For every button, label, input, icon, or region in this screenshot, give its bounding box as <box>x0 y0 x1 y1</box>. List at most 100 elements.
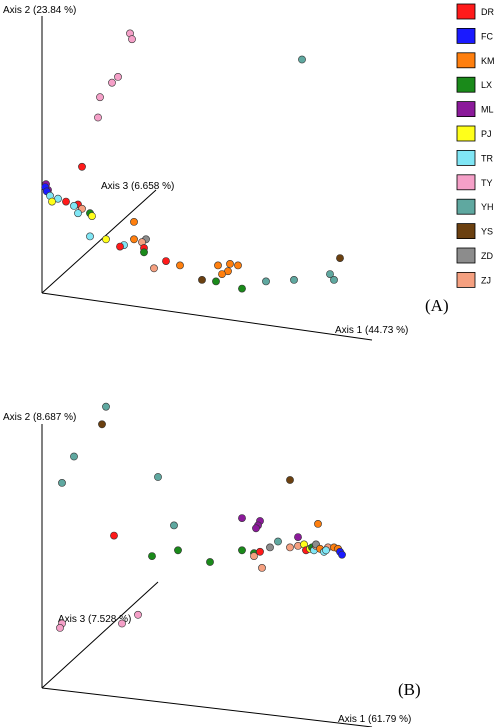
legend-label-ys: YS <box>481 227 493 237</box>
point-lx <box>174 546 182 555</box>
point-ty <box>128 35 136 44</box>
legend-label-lx: LX <box>481 80 492 90</box>
point-dr <box>78 162 86 171</box>
legend-swatch-ty <box>456 174 476 191</box>
legend-swatch-fc <box>456 27 476 44</box>
point-dr <box>116 242 124 251</box>
point-km <box>218 270 226 278</box>
point-yh <box>102 402 110 411</box>
point-pj <box>102 235 110 244</box>
legend-label-zd: ZD <box>481 251 493 261</box>
point-yh <box>330 275 338 284</box>
point-km <box>214 261 222 270</box>
legend-swatch-pj <box>456 125 476 142</box>
point-ml <box>294 533 302 541</box>
point-zj <box>250 552 258 560</box>
point-yh <box>170 521 178 530</box>
point-dr <box>162 257 170 265</box>
point-ys <box>198 275 206 284</box>
legend-label-ml: ML <box>481 105 494 115</box>
point-km <box>314 520 322 528</box>
point-km <box>130 217 138 226</box>
point-tr <box>322 546 330 555</box>
panel-a-axis1-label: Axis 1 (44.73 %) <box>335 325 408 336</box>
point-lx <box>212 277 220 286</box>
panel-a-axis1-line <box>41 292 373 341</box>
legend-label-pj: PJ <box>481 129 492 139</box>
point-ys <box>286 476 294 484</box>
point-lx <box>238 546 246 555</box>
point-dr <box>110 531 118 540</box>
legend: DR FC KM LX ML PJ TR TY YH YS ZD ZJ <box>456 3 495 288</box>
legend-label-dr: DR <box>481 7 494 17</box>
point-lx <box>140 248 148 257</box>
panel-b-axis2-label: Axis 2 (8.687 %) <box>3 412 76 423</box>
point-km <box>226 259 234 268</box>
point-yh <box>298 55 306 64</box>
panel-b-tag: (B) <box>398 680 421 699</box>
point-tr <box>86 232 94 241</box>
point-tr <box>74 209 82 218</box>
point-fc <box>338 550 346 559</box>
panel-a-tag: (A) <box>425 296 449 315</box>
legend-label-yh: YH <box>481 202 494 212</box>
point-km <box>234 261 242 270</box>
point-zj <box>258 564 266 572</box>
point-pj <box>48 197 56 206</box>
point-km <box>130 235 138 244</box>
legend-label-ty: TY <box>481 178 493 188</box>
point-ty <box>56 624 64 632</box>
point-ml <box>238 514 246 522</box>
point-yh <box>154 473 162 481</box>
panel-b-axis3-line <box>41 581 159 689</box>
point-ty <box>118 619 126 628</box>
point-dr <box>62 197 70 206</box>
point-dr <box>256 547 264 556</box>
point-lx <box>148 552 156 560</box>
point-lx <box>238 284 246 293</box>
legend-swatch-dr <box>456 3 476 20</box>
point-ty <box>134 610 142 619</box>
point-ty <box>108 78 116 87</box>
legend-label-tr: TR <box>481 153 493 163</box>
point-ty <box>114 73 122 81</box>
panel-b: Axis 2 (8.687 %) Axis 3 (7.528 %) Axis 1… <box>3 402 421 727</box>
point-tr <box>70 201 78 210</box>
point-yh <box>290 275 298 284</box>
point-yh <box>58 478 66 487</box>
point-yh <box>70 452 78 461</box>
panel-a-axis2-label: Axis 2 (23.84 %) <box>3 5 76 16</box>
legend-label-zj: ZJ <box>481 275 491 285</box>
legend-swatch-km <box>456 52 476 69</box>
panel-b-axis3-label: Axis 3 (7.528 %) <box>58 614 131 625</box>
legend-swatch-zj <box>456 271 476 288</box>
point-zj <box>150 264 158 273</box>
point-yh <box>262 277 270 286</box>
point-ty <box>94 113 102 122</box>
legend-label-km: KM <box>481 56 495 66</box>
legend-label-fc: FC <box>481 31 493 41</box>
legend-swatch-yh <box>456 198 476 215</box>
point-pj <box>88 212 96 220</box>
panel-a-points <box>41 29 344 293</box>
legend-swatch-lx <box>456 76 476 93</box>
point-km <box>176 261 184 270</box>
point-ys <box>98 420 106 429</box>
point-yh <box>326 270 334 278</box>
legend-swatch-zd <box>456 247 476 264</box>
panel-a-axis3-label: Axis 3 (6.658 %) <box>101 181 174 192</box>
point-zd <box>266 543 274 552</box>
point-yh <box>274 537 282 546</box>
panel-b-points <box>56 402 346 632</box>
legend-swatch-tr <box>456 149 476 166</box>
legend-swatch-ml <box>456 101 476 117</box>
panel-b-axis1-label: Axis 1 (61.79 %) <box>338 714 411 725</box>
point-zj <box>286 543 294 552</box>
point-ys <box>336 254 344 262</box>
point-ty <box>96 93 104 102</box>
point-lx <box>206 558 214 566</box>
point-ml <box>252 524 260 533</box>
legend-swatch-ys <box>456 223 476 240</box>
panel-b-axis1-line <box>41 687 373 727</box>
